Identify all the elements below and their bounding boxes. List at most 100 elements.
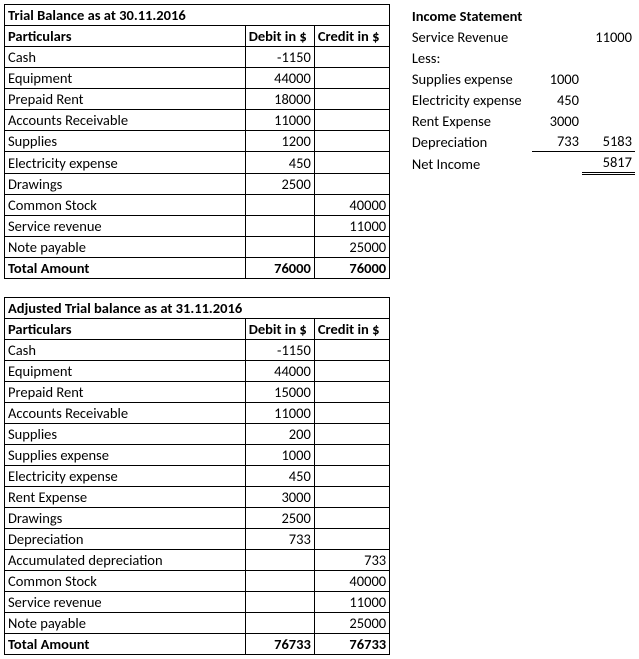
is-title: Income Statement: [409, 5, 532, 26]
tb-row-credit: 25000: [314, 237, 389, 258]
tb-row-credit: 40000: [314, 195, 389, 216]
tb-row-debit: 11000: [245, 110, 314, 131]
tb-row-label: Supplies: [5, 131, 246, 152]
is-expense-value: 450: [532, 89, 582, 110]
tb-row-label: Accounts Receivable: [5, 110, 246, 131]
tb-row-debit: -1150: [245, 47, 314, 68]
atb-row-label: Rent Expense: [5, 487, 246, 508]
atb-row-label: Electricity expense: [5, 466, 246, 487]
tb-row-label: Service revenue: [5, 216, 246, 237]
is-expense-label: Rent Expense: [409, 110, 532, 131]
tb-row-credit: 11000: [314, 216, 389, 237]
tb-row-debit: 18000: [245, 89, 314, 110]
tb-total-debit: 76000: [245, 258, 314, 279]
atb-row-debit: 44000: [245, 361, 314, 382]
atb-row-label: Prepaid Rent: [5, 382, 246, 403]
tb-title: Trial Balance as at 30.11.2016: [5, 5, 246, 26]
atb-row-credit: [314, 466, 389, 487]
atb-row-label: Supplies: [5, 424, 246, 445]
atb-row-debit: [245, 550, 314, 571]
tb-row-debit: [245, 195, 314, 216]
tb-row-debit: [245, 216, 314, 237]
tb-title-pad2: [314, 5, 389, 26]
atb-row-credit: [314, 487, 389, 508]
atb-hdr-particulars: Particulars: [5, 319, 246, 340]
atb-row-debit: 200: [245, 424, 314, 445]
is-expense-value: 3000: [532, 110, 582, 131]
tb-row-label: Cash: [5, 47, 246, 68]
atb-row-label: Drawings: [5, 508, 246, 529]
is-revenue-value: 11000: [582, 26, 635, 47]
atb-row-debit: [245, 571, 314, 592]
atb-row-debit: 1000: [245, 445, 314, 466]
tb-hdr-debit: Debit in $: [245, 26, 314, 47]
atb-row-debit: [245, 592, 314, 613]
is-exp-total: 5183: [582, 131, 635, 152]
atb-row-debit: 3000: [245, 487, 314, 508]
tb-row-debit: 2500: [245, 174, 314, 195]
tb-row-credit: [314, 47, 389, 68]
atb-row-credit: [314, 403, 389, 424]
atb-row-credit: [314, 508, 389, 529]
is-expense-value: 1000: [532, 68, 582, 89]
atb-row-debit: 11000: [245, 403, 314, 424]
atb-row-debit: 733: [245, 529, 314, 550]
tb-row-credit: [314, 174, 389, 195]
atb-row-debit: -1150: [245, 340, 314, 361]
atb-row-label: Equipment: [5, 361, 246, 382]
tb-row-credit: [314, 110, 389, 131]
is-net-value: 5817: [582, 152, 635, 174]
tb-row-label: Note payable: [5, 237, 246, 258]
atb-row-credit: 733: [314, 550, 389, 571]
atb-row-credit: [314, 424, 389, 445]
atb-hdr-debit: Debit in $: [245, 319, 314, 340]
tb-row-credit: [314, 131, 389, 152]
tb-row-label: Common Stock: [5, 195, 246, 216]
atb-row-label: Service revenue: [5, 592, 246, 613]
atb-row-credit: [314, 529, 389, 550]
atb-row-debit: [245, 613, 314, 634]
tb-row-credit: [314, 68, 389, 89]
tb-row-label: Drawings: [5, 174, 246, 195]
atb-row-label: Supplies expense: [5, 445, 246, 466]
tb-hdr-credit: Credit in $: [314, 26, 389, 47]
atb-row-label: Note payable: [5, 613, 246, 634]
is-dep-value: 733: [532, 131, 582, 152]
is-revenue-label: Service Revenue: [409, 26, 532, 47]
atb-total-credit: 76733: [314, 634, 389, 655]
atb-row-debit: 2500: [245, 508, 314, 529]
tb-row-debit: 450: [245, 152, 314, 174]
is-less-label: Less:: [409, 47, 532, 68]
tb-row-credit: [314, 89, 389, 110]
atb-row-credit: 40000: [314, 571, 389, 592]
atb-row-label: Accumulated depreciation: [5, 550, 246, 571]
spreadsheet: Trial Balance as at 30.11.2016 Income St…: [4, 4, 635, 655]
atb-hdr-credit: Credit in $: [314, 319, 389, 340]
atb-row-credit: [314, 340, 389, 361]
atb-row-label: Depreciation: [5, 529, 246, 550]
is-net-label: Net Income: [409, 152, 532, 174]
is-expense-label: Electricity expense: [409, 89, 532, 110]
atb-row-credit: 11000: [314, 592, 389, 613]
atb-row-credit: [314, 445, 389, 466]
atb-row-label: Common Stock: [5, 571, 246, 592]
atb-title: Adjusted Trial balance as at 31.11.2016: [5, 298, 246, 319]
atb-total-debit: 76733: [245, 634, 314, 655]
tb-total-credit: 76000: [314, 258, 389, 279]
atb-row-label: Cash: [5, 340, 246, 361]
atb-row-credit: 25000: [314, 613, 389, 634]
atb-total-label: Total Amount: [5, 634, 246, 655]
tb-row-label: Prepaid Rent: [5, 89, 246, 110]
is-dep-label: Depreciation: [409, 131, 532, 152]
tb-row-credit: [314, 152, 389, 174]
tb-row-debit: 1200: [245, 131, 314, 152]
atb-row-credit: [314, 382, 389, 403]
tb-total-label: Total Amount: [5, 258, 246, 279]
tb-title-pad1: [245, 5, 314, 26]
tb-row-debit: [245, 237, 314, 258]
is-net-underline: [582, 174, 635, 195]
atb-row-debit: 15000: [245, 382, 314, 403]
is-expense-label: Supplies expense: [409, 68, 532, 89]
tb-row-debit: 44000: [245, 68, 314, 89]
atb-row-debit: 450: [245, 466, 314, 487]
